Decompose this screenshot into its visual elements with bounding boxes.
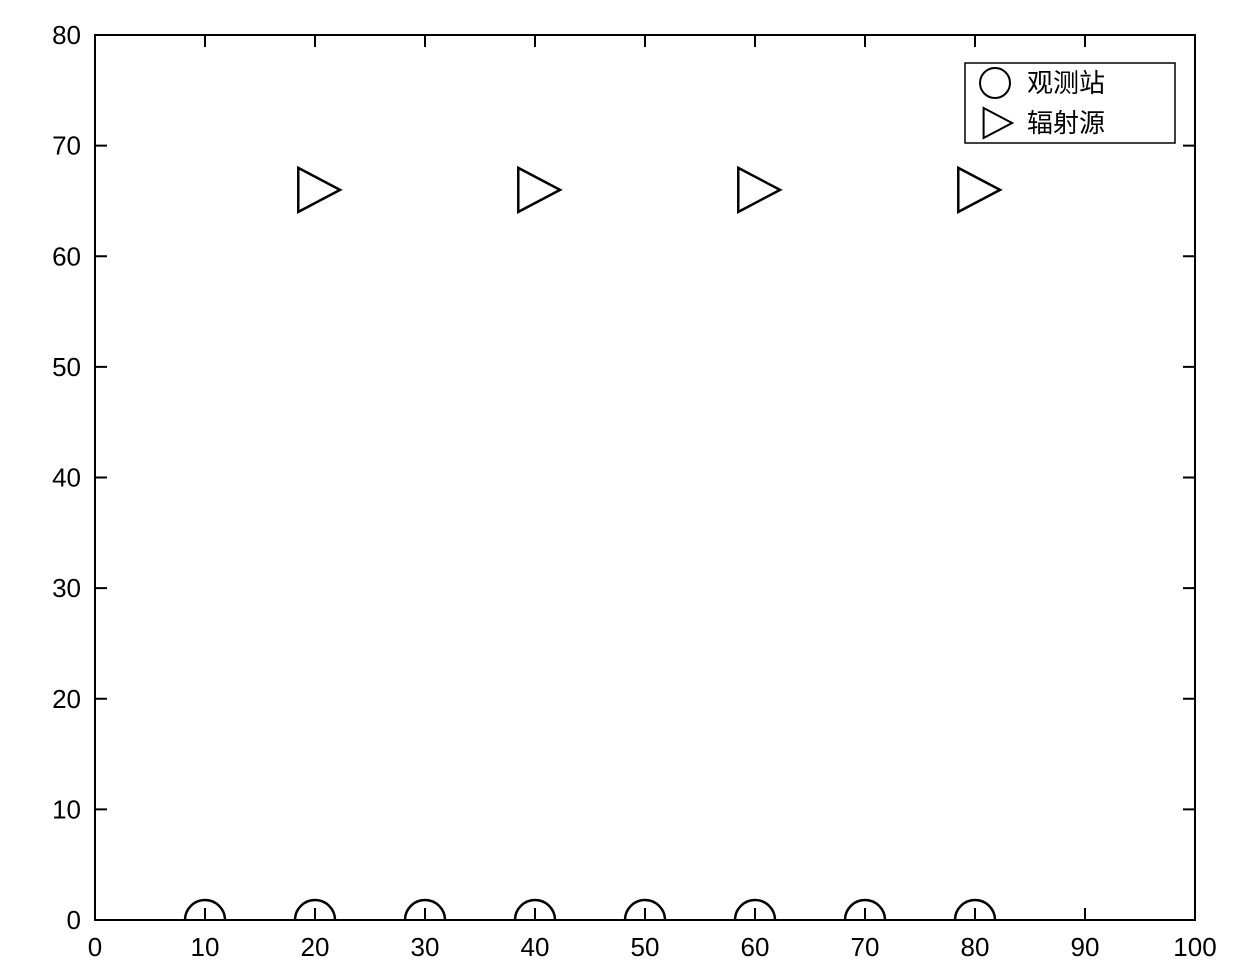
x-tick-label: 10: [191, 932, 220, 962]
y-tick-label: 70: [52, 131, 81, 161]
chart-background: [0, 0, 1240, 980]
x-tick-label: 60: [741, 932, 770, 962]
y-tick-label: 0: [67, 905, 81, 935]
scatter-chart: 0 10 20 30 40 50 60 70 80 90 100 0 10 20 30 40 50 60 70 80 观…: [0, 0, 1240, 980]
chart-container: 0 10 20 30 40 50 60 70 80 90 100 0 10 20 30 40 50 60 70 80 观…: [0, 0, 1240, 980]
x-tick-label: 0: [88, 932, 102, 962]
x-tick-label: 80: [961, 932, 990, 962]
y-tick-label: 30: [52, 573, 81, 603]
x-tick-label: 50: [631, 932, 660, 962]
y-tick-label: 60: [52, 241, 81, 271]
legend: 观测站辐射源: [965, 63, 1175, 143]
y-tick-label: 50: [52, 352, 81, 382]
legend-item-label: 辐射源: [1027, 108, 1105, 138]
x-tick-label: 40: [521, 932, 550, 962]
x-tick-label: 70: [851, 932, 880, 962]
legend-item-label: 观测站: [1027, 68, 1105, 98]
x-tick-label: 90: [1071, 932, 1100, 962]
y-tick-label: 10: [52, 794, 81, 824]
y-tick-label: 80: [52, 20, 81, 50]
x-tick-label: 30: [411, 932, 440, 962]
x-tick-label: 100: [1173, 932, 1216, 962]
y-tick-label: 20: [52, 684, 81, 714]
y-tick-label: 40: [52, 463, 81, 493]
x-tick-label: 20: [301, 932, 330, 962]
